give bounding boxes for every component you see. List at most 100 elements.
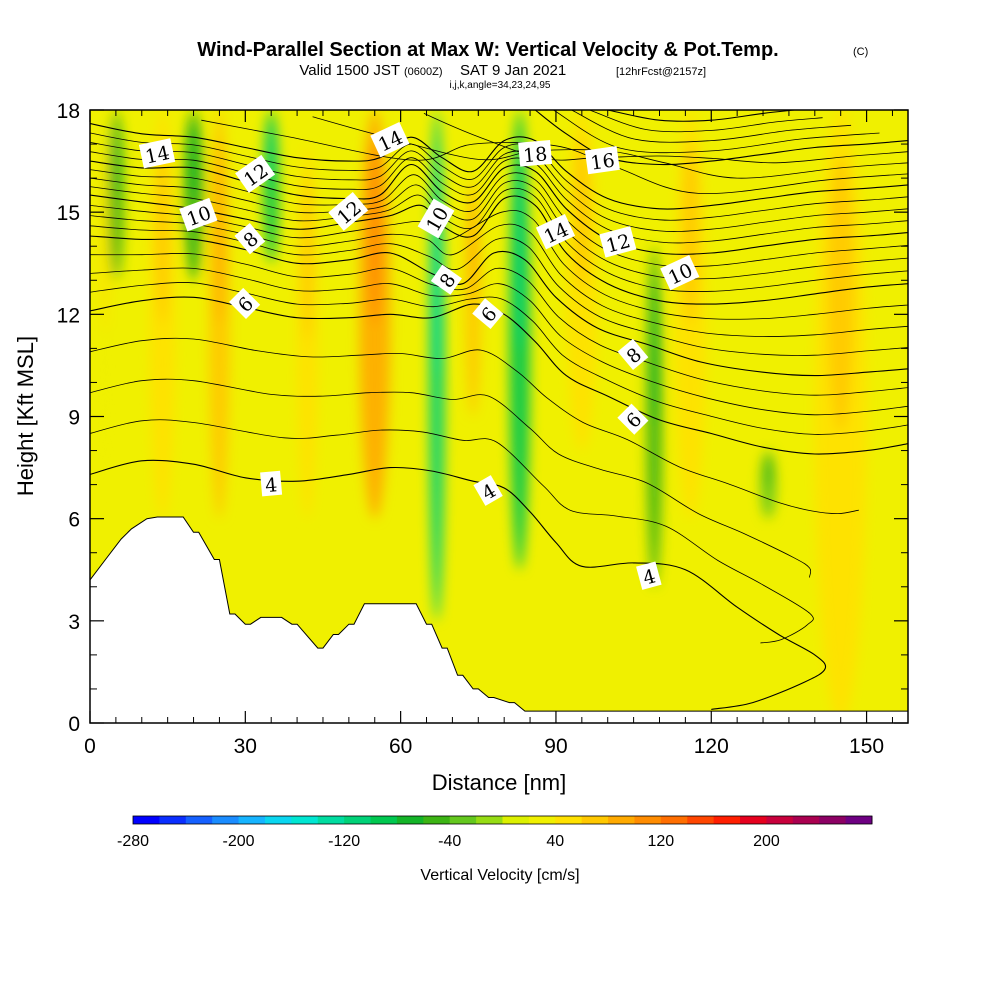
contour-label-8: 8 bbox=[617, 338, 649, 371]
colorbar-swatch bbox=[740, 816, 767, 824]
contour-label-6: 6 bbox=[472, 298, 504, 330]
theta-contour-minor bbox=[201, 119, 908, 195]
contour-label-text: 18 bbox=[522, 143, 548, 167]
contour-label-bg bbox=[636, 561, 662, 590]
y-tick-label: 6 bbox=[68, 509, 80, 532]
contour-label-8: 8 bbox=[234, 223, 266, 255]
contour-label-4: 4 bbox=[473, 475, 503, 506]
colorbar-swatch bbox=[370, 816, 398, 824]
colorbar-tick-label: 120 bbox=[648, 833, 675, 850]
colorbar-swatch bbox=[291, 816, 319, 824]
x-axis: 0 30 60 90 120 150 bbox=[84, 110, 893, 758]
contour-label-bg bbox=[370, 122, 410, 158]
x-tick-label: 60 bbox=[389, 735, 412, 758]
velocity-core-1 bbox=[112, 122, 120, 200]
contour-label-bg bbox=[472, 298, 504, 330]
theta-contour-minor bbox=[90, 378, 812, 578]
theta-contour-minor bbox=[90, 267, 908, 416]
velocity-core-3 bbox=[188, 122, 199, 200]
theta-contour-minor bbox=[571, 110, 852, 143]
contour-label-bg bbox=[229, 287, 261, 319]
contour-label-bg bbox=[179, 197, 218, 232]
contour-label-bg bbox=[518, 139, 553, 167]
contour-label-16: 16 bbox=[584, 145, 620, 175]
y-tick-label: 3 bbox=[68, 611, 80, 634]
y-tick-label: 9 bbox=[68, 407, 80, 430]
colorbar-frame bbox=[132, 815, 873, 825]
y-tick-label: 12 bbox=[57, 304, 80, 327]
colorbar-swatch bbox=[555, 816, 583, 824]
contour-label-bg bbox=[328, 191, 369, 231]
theta-contour-minor bbox=[90, 337, 859, 515]
valid-time: Valid 1500 JST bbox=[299, 62, 400, 79]
x-tick-label: 0 bbox=[84, 735, 96, 758]
y-tick-label: 18 bbox=[57, 100, 80, 123]
contour-label-bg bbox=[473, 475, 503, 506]
theta-contour-minor bbox=[90, 186, 908, 292]
colorbar-swatch bbox=[344, 816, 372, 824]
theta-contour-minor bbox=[90, 252, 908, 396]
velocity-core-10 bbox=[514, 144, 525, 352]
colorbar-swatch bbox=[396, 816, 424, 824]
contour-label-text: 16 bbox=[589, 150, 616, 175]
colorbar-swatch bbox=[608, 816, 635, 824]
contour-label-10: 10 bbox=[179, 197, 218, 232]
contour-label-text: 4 bbox=[641, 565, 658, 589]
contour-label-bg bbox=[617, 403, 649, 435]
contour-label-bg bbox=[660, 254, 700, 291]
x-tick-label: 150 bbox=[849, 735, 884, 758]
chart-title: Wind-Parallel Section at Max W: Vertical… bbox=[197, 39, 778, 61]
colorbar-swatch bbox=[476, 816, 503, 824]
contour-label-bg bbox=[584, 145, 620, 175]
theta-contour-minor bbox=[90, 205, 908, 320]
theta-contour-minor bbox=[90, 132, 908, 221]
contour-label-bg bbox=[535, 214, 576, 250]
contour-label-14: 14 bbox=[138, 138, 176, 169]
contour-label-bg bbox=[430, 264, 462, 295]
contour-label-bg bbox=[234, 223, 266, 255]
theta-contour-10 bbox=[90, 194, 908, 305]
y-axis: 0 3 6 9 12 15 18 bbox=[57, 100, 908, 736]
colorbar-title: Vertical Velocity [cm/s] bbox=[420, 867, 579, 884]
colorbar-swatch bbox=[423, 816, 451, 824]
chart-title-block: Wind-Parallel Section at Max W: Vertical… bbox=[197, 39, 868, 91]
velocity-core-7 bbox=[366, 140, 383, 325]
colorbar: -280 -200 -120 -40 40 120 200 bbox=[117, 815, 873, 850]
x-tick-label: 120 bbox=[694, 735, 729, 758]
colorbar-swatch bbox=[159, 816, 187, 824]
x-tick-label: 30 bbox=[234, 735, 257, 758]
valid-time-utc: (0600Z) bbox=[404, 66, 443, 78]
colorbar-tick-label: -40 bbox=[438, 833, 461, 850]
colorbar-swatch bbox=[238, 816, 266, 824]
colorbar-swatch bbox=[449, 816, 477, 824]
colorbar-tick-label: -200 bbox=[223, 833, 255, 850]
colorbar-swatch bbox=[185, 816, 213, 824]
colorbar-swatch bbox=[528, 816, 556, 824]
terrain bbox=[90, 516, 908, 723]
velocity-core-9 bbox=[469, 195, 477, 304]
theta-contour-14 bbox=[90, 123, 908, 210]
grid-indices: i,j,k,angle=34,23,24,95 bbox=[450, 80, 551, 91]
velocity-core-8 bbox=[432, 148, 441, 379]
contour-label-4: 4 bbox=[260, 470, 283, 497]
contour-label-bg bbox=[235, 154, 276, 193]
colorbar-swatch bbox=[212, 816, 240, 824]
contour-label-text: 4 bbox=[264, 474, 278, 497]
theta-contour-minor bbox=[90, 177, 908, 280]
colorbar-swatch bbox=[660, 816, 688, 824]
contour-label-bg bbox=[617, 338, 649, 371]
colorbar-swatch bbox=[133, 816, 160, 824]
theta-contour-8 bbox=[90, 235, 908, 377]
contour-label-14: 14 bbox=[370, 122, 410, 158]
forecast-info: [12hrFcst@2157z] bbox=[616, 66, 706, 78]
contour-label-bg bbox=[260, 470, 283, 497]
colorbar-tick-label: -280 bbox=[117, 833, 149, 850]
velocity-core-4 bbox=[214, 140, 225, 325]
colorbar-swatch bbox=[713, 816, 741, 824]
contour-label-10: 10 bbox=[660, 254, 700, 291]
copyright-mark: (C) bbox=[853, 46, 868, 58]
contour-label-text: 14 bbox=[143, 142, 171, 169]
contour-label-bg bbox=[599, 226, 637, 258]
theta-contour-16 bbox=[534, 110, 908, 166]
